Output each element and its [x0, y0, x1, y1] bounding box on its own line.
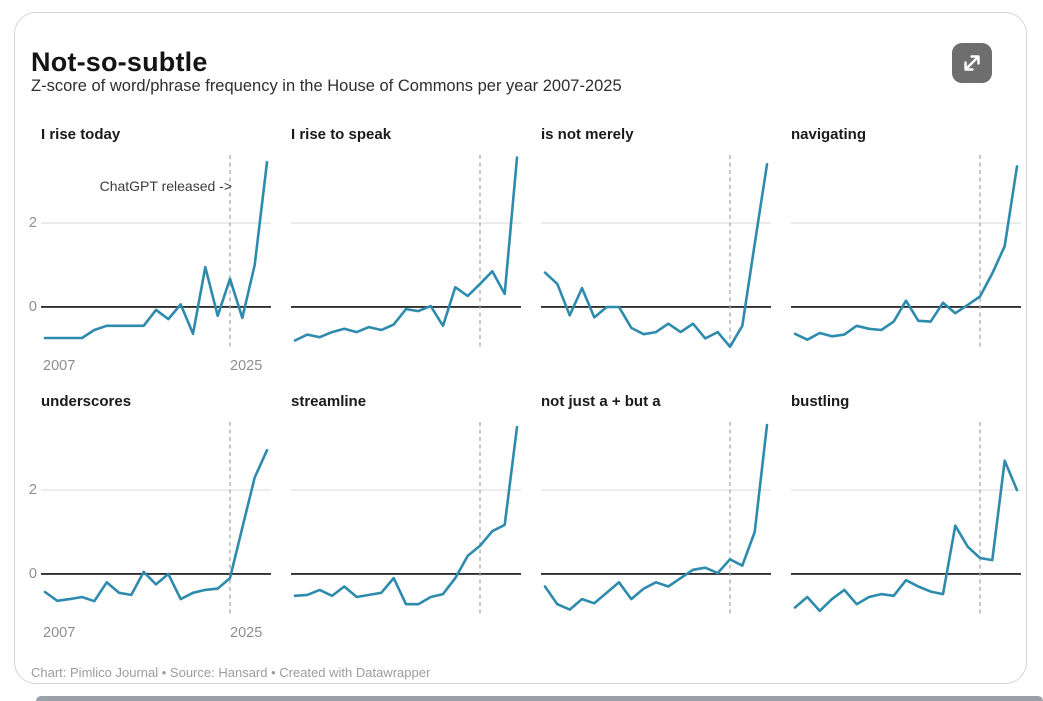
trend-line [543, 163, 769, 349]
line-plot [291, 422, 521, 616]
y-axis-label-2: 2 [28, 482, 37, 499]
y-axis-label-0: 0 [28, 298, 37, 315]
x-axis-label-start: 2007 [43, 358, 76, 374]
x-axis-label-end: 2025 [230, 358, 263, 374]
small-multiple-i-rise-today: I rise today ChatGPT released -> 0 2 2007 202… [29, 126, 271, 377]
small-multiple-is-not-merely: is not merely [541, 126, 771, 377]
line-plot [541, 422, 771, 616]
y-axis-label-0: 0 [28, 565, 37, 582]
trend-line [43, 160, 269, 340]
line-plot [791, 422, 1021, 616]
attribution-footer: Chart: Pimlico Journal • Source: Hansard… [31, 665, 431, 680]
trend-line [793, 459, 1019, 613]
x-axis-label-start: 2007 [43, 625, 76, 641]
expand-icon [964, 55, 980, 71]
page-title: Not-so-subtle [31, 47, 208, 78]
chart-title: I rise today [41, 126, 121, 143]
x-axis: 2007 2025 [41, 618, 271, 644]
expand-button[interactable] [952, 43, 992, 83]
chart-title: I rise to speak [291, 126, 392, 143]
x-axis [541, 351, 771, 377]
chart-title: navigating [791, 126, 867, 143]
chart-title: bustling [791, 393, 850, 410]
x-axis [541, 618, 771, 644]
small-multiple-underscores: underscores 0 2 2007 2025 [29, 393, 271, 644]
x-axis [291, 351, 521, 377]
small-multiple-not-just-a-but-a: not just a + but a [541, 393, 771, 644]
x-axis-label-end: 2025 [230, 625, 263, 641]
chart-title: underscores [41, 393, 132, 410]
line-plot [791, 155, 1021, 349]
small-multiple-navigating: navigating [791, 126, 1021, 377]
trend-line [793, 165, 1019, 341]
chart-title: not just a + but a [541, 393, 661, 410]
chart-subtitle: Z-score of word/phrase frequency in the … [31, 77, 622, 95]
x-axis [791, 618, 1021, 644]
trend-line [43, 448, 269, 603]
chatgpt-annotation: ChatGPT released -> [100, 178, 232, 194]
x-axis [791, 351, 1021, 377]
line-plot [41, 422, 271, 616]
line-plot: ChatGPT released -> [41, 155, 271, 349]
small-multiple-i-rise-to-speak: I rise to speak [291, 126, 521, 377]
next-card-edge [36, 696, 1043, 701]
x-axis: 2007 2025 [41, 351, 271, 377]
y-axis-label-2: 2 [28, 215, 37, 232]
small-multiple-bustling: bustling [791, 393, 1021, 644]
line-plot [541, 155, 771, 349]
trend-line [543, 423, 769, 611]
chart-title: streamline [291, 393, 367, 410]
line-plot [291, 155, 521, 349]
trend-line [293, 156, 519, 342]
trend-line [293, 425, 519, 606]
small-multiple-streamline: streamline [291, 393, 521, 644]
x-axis [291, 618, 521, 644]
small-multiples-grid: I rise today ChatGPT released -> 0 2 2007 202… [29, 126, 1021, 644]
chart-title: is not merely [541, 126, 634, 143]
chart-card: Not-so-subtle Z-score of word/phrase fre… [14, 12, 1027, 684]
